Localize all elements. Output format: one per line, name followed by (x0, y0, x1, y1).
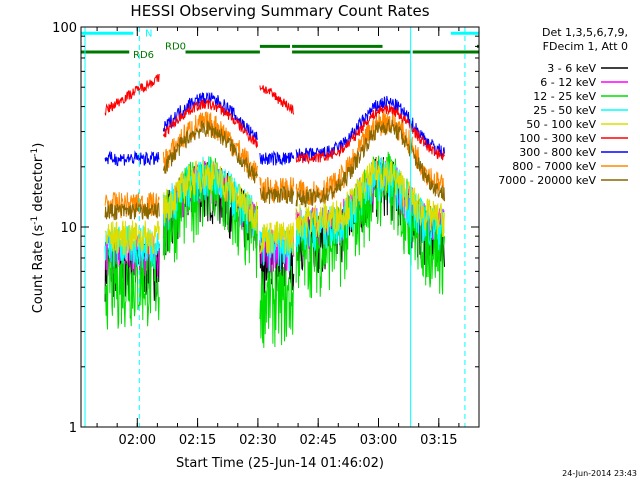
series-line (295, 157, 413, 252)
x-tick-label: 02:30 (239, 433, 276, 448)
y-tick-label: 10 (60, 221, 77, 236)
x-tick-label: 03:15 (420, 433, 457, 448)
y-axis: 1 10 100 (52, 21, 479, 436)
flag-label: N (145, 28, 152, 39)
y-tick-label: 1 (69, 421, 77, 436)
flag-bars: N RD0 RD6 (81, 28, 479, 61)
series-line (259, 85, 295, 115)
series-line (295, 157, 413, 238)
series-line (104, 246, 160, 330)
legend-label: 50 - 100 keV (526, 118, 596, 131)
legend-label: 100 - 300 keV (519, 132, 596, 145)
x-axis: 02:00 02:15 02:30 02:45 03:00 03:15 (96, 27, 480, 448)
legend-label: 6 - 12 keV (540, 76, 596, 89)
series-line (412, 145, 445, 201)
series-line (295, 95, 413, 162)
legend-header: Det 1,3,5,6,7,9, (542, 26, 628, 39)
plot-area (104, 73, 445, 348)
series-line (104, 201, 160, 221)
flag-label: RD6 (133, 50, 154, 61)
series-line (259, 221, 295, 256)
series-line (259, 184, 295, 205)
series-line (295, 119, 413, 208)
x-tick-label: 02:15 (179, 433, 216, 448)
series-line (412, 126, 445, 161)
y-axis-label: Count Rate (s-1 detector-1) (30, 143, 46, 314)
series-line (259, 264, 295, 348)
legend-label: 25 - 50 keV (533, 104, 596, 117)
legend-label: 12 - 25 keV (533, 90, 596, 103)
legend-label: 3 - 6 keV (547, 62, 596, 75)
series-line (104, 73, 160, 116)
legend-label: 300 - 800 keV (519, 146, 596, 159)
legend-label: 7000 - 20000 keV (498, 174, 596, 187)
chart-title: HESSI Observing Summary Count Rates (130, 2, 429, 20)
series-line (412, 149, 445, 202)
x-tick-label: 02:00 (119, 433, 156, 448)
series-line (162, 120, 258, 184)
timestamp: 24-Jun-2014 23:43 (562, 469, 637, 478)
x-tick-label: 02:45 (299, 433, 336, 448)
series-line (259, 176, 295, 205)
series-line (295, 104, 413, 165)
legend: Det 1,3,5,6,7,9,FDecim 1, Att 0 3 - 6 keV… (498, 26, 628, 187)
flag-label: RD0 (165, 41, 186, 52)
series-line (104, 191, 160, 219)
series-line (104, 220, 160, 255)
series-line (412, 187, 445, 238)
x-axis-label: Start Time (25-Jun-14 01:46:02) (176, 456, 384, 471)
y-tick-label: 100 (52, 21, 77, 36)
legend-label: 800 - 7000 keV (512, 160, 596, 173)
series-line (162, 160, 258, 234)
series-line (162, 98, 258, 149)
x-tick-label: 03:00 (360, 433, 397, 448)
series-line (104, 150, 160, 167)
series-line (259, 150, 295, 166)
series-line (412, 117, 445, 158)
legend-header: FDecim 1, Att 0 (543, 40, 628, 53)
